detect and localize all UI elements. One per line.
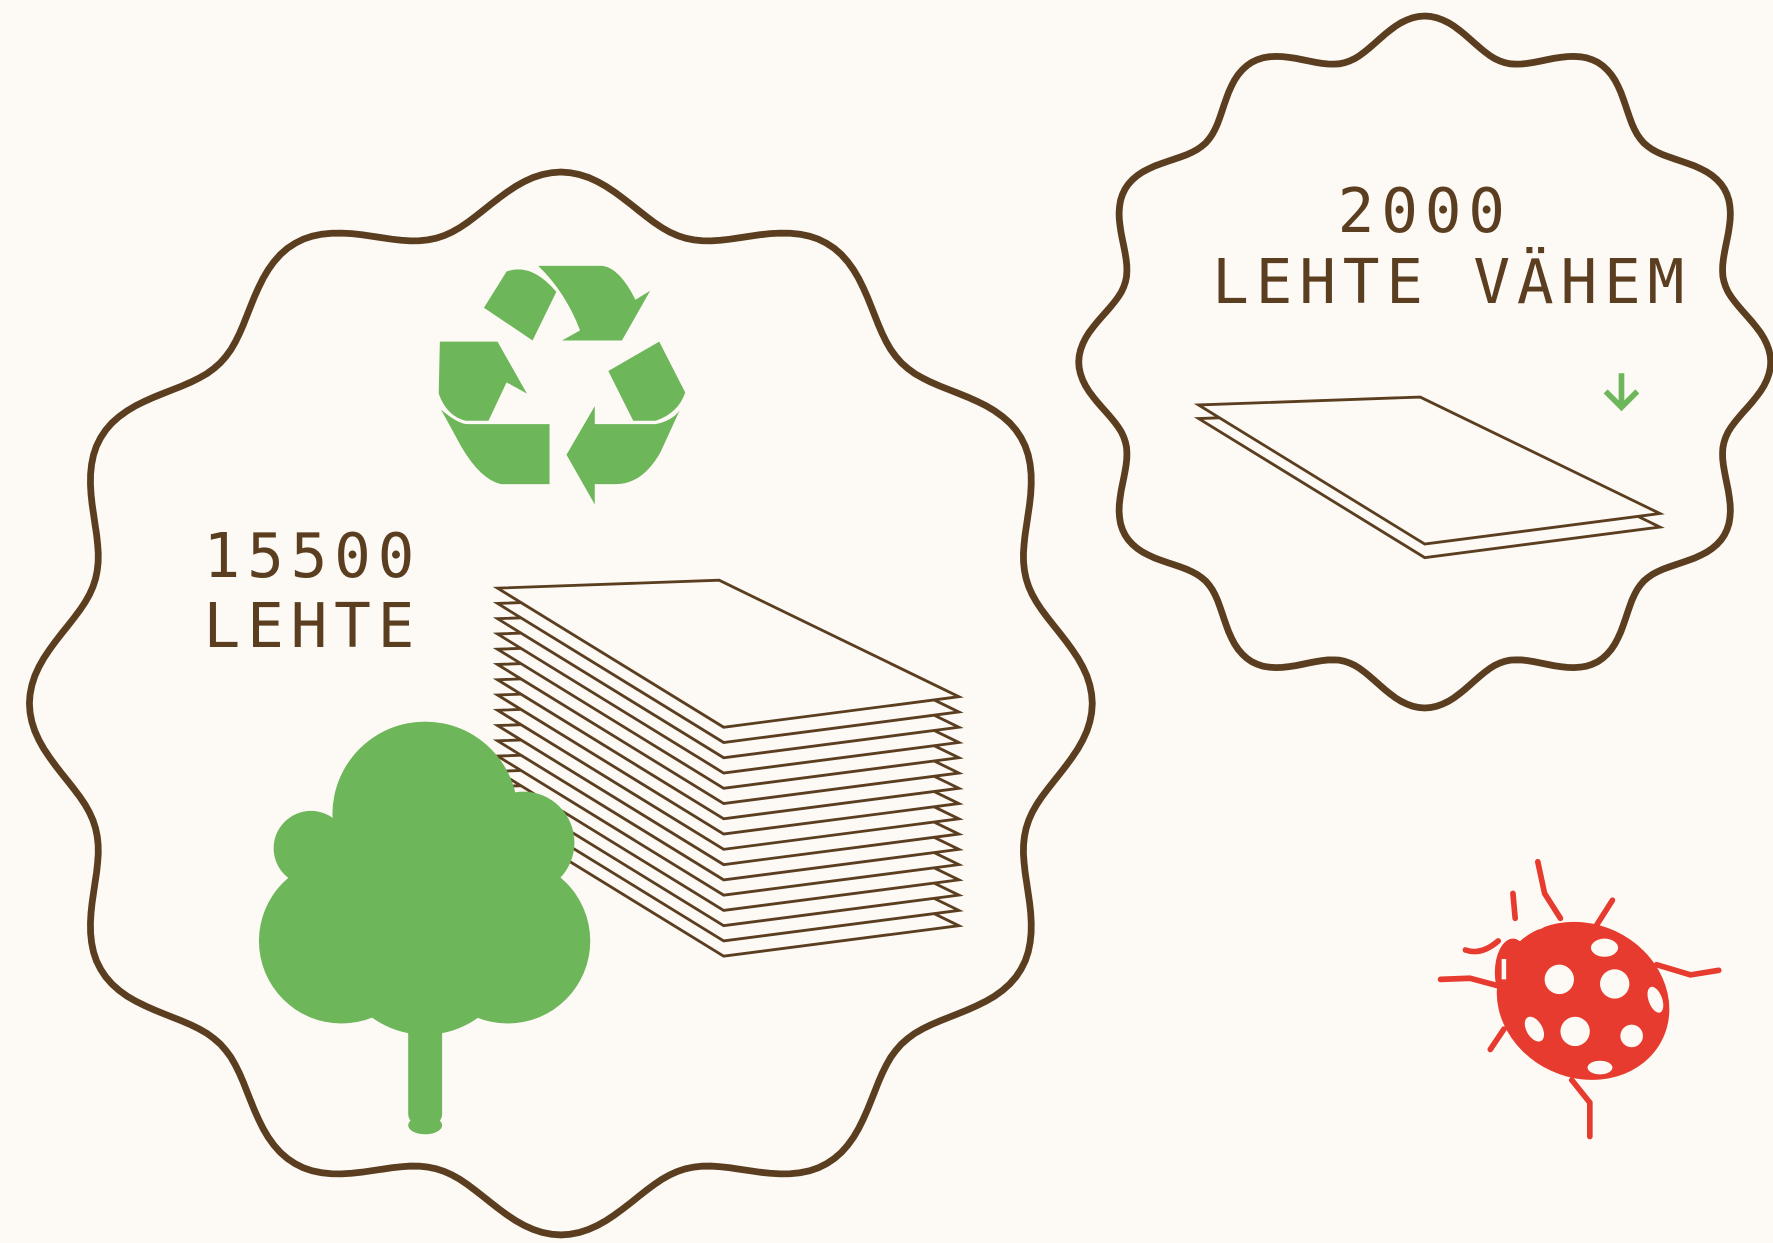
tree-icon [258,721,591,1135]
paper-stack [492,578,964,958]
ladybug [1437,858,1722,1140]
left-badge-outline [25,168,1096,1239]
recycle-icon [438,265,686,505]
paper-stack-small [1193,395,1665,560]
right-count: 2000 [1338,176,1512,247]
paper-sheet [1193,395,1665,546]
right-badge-outline [1075,12,1773,712]
left-count: 15500 [204,521,422,592]
down-arrow [1603,373,1640,412]
left-label: LEHTE [204,591,422,662]
right-label: LEHTE VÄHEM [1212,247,1691,318]
paper-sheet [492,578,964,729]
